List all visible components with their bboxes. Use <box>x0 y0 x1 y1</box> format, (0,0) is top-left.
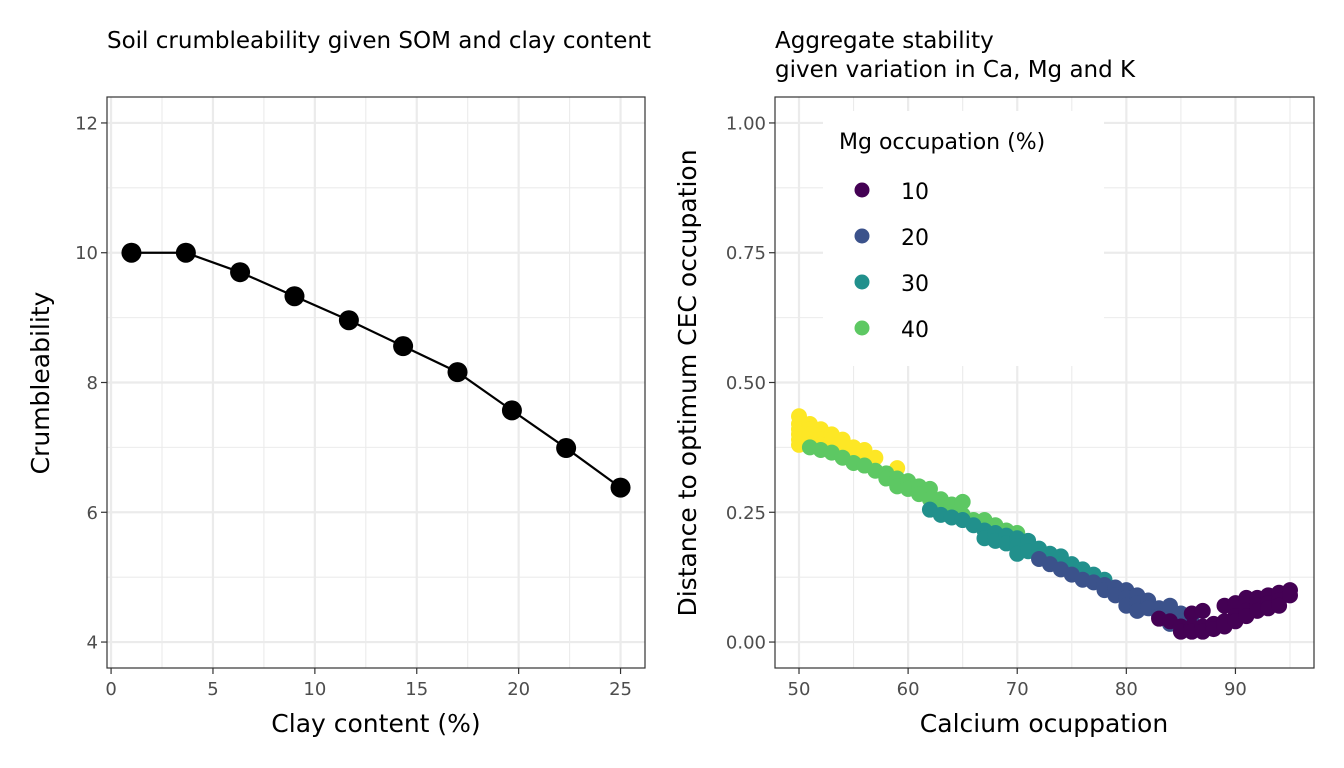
right-title-line-1: Aggregate stability <box>775 28 994 54</box>
x-tick-label: 0 <box>105 679 116 700</box>
crumbleability-point <box>556 438 577 459</box>
x-tick-label: 90 <box>1224 679 1247 700</box>
y-tick-label: 10 <box>75 243 98 264</box>
legend-label: 10 <box>901 180 929 205</box>
right-y-axis: 0.00 0.25 0.50 0.75 1.00 <box>726 113 775 654</box>
scatter-point-mg-10 <box>1281 587 1298 604</box>
x-tick-label: 80 <box>1115 679 1138 700</box>
crumbleability-point <box>284 286 305 307</box>
x-tick-label: 5 <box>207 679 218 700</box>
right-panel: Aggregate stability given variation in C… <box>673 28 1315 738</box>
x-tick-label: 70 <box>1006 679 1029 700</box>
legend-entry-10: 10 <box>854 180 929 205</box>
legend-background <box>823 111 1104 366</box>
left-x-axis-title: Clay content (%) <box>271 709 480 738</box>
crumbleability-point <box>121 242 142 263</box>
x-tick-label: 25 <box>609 679 632 700</box>
legend-label: 20 <box>901 226 929 251</box>
x-tick-label: 20 <box>507 679 530 700</box>
legend-title: Mg occupation (%) <box>839 130 1045 155</box>
crumbleability-point <box>393 336 414 357</box>
legend-entry-20: 20 <box>854 226 929 251</box>
legend-key-dot <box>854 320 870 336</box>
legend-entry-30: 30 <box>854 272 929 297</box>
right-series-points <box>791 408 1298 640</box>
x-tick-label: 50 <box>788 679 811 700</box>
legend-label: 40 <box>901 318 929 343</box>
y-tick-label: 0.00 <box>726 633 766 654</box>
crumbleability-point <box>501 400 522 421</box>
left-series-line <box>131 251 622 489</box>
right-x-axis: 50 60 70 80 90 <box>788 668 1247 700</box>
y-tick-label: 8 <box>87 373 98 394</box>
x-tick-label: 60 <box>897 679 920 700</box>
crumbleability-point <box>610 477 631 498</box>
legend-entries: 10 20 30 40 <box>854 180 929 343</box>
left-x-axis: 0 5 10 15 20 25 <box>105 668 632 700</box>
left-gridlines <box>107 97 645 668</box>
legend-key-dot <box>854 182 870 198</box>
left-panel: Soil crumbleability given SOM and clay c… <box>26 28 651 738</box>
crumbleability-point <box>447 362 468 383</box>
legend-key-dot <box>854 274 870 290</box>
crumbleability-point <box>338 310 359 331</box>
right-x-axis-title: Calcium ocuppation <box>920 709 1168 738</box>
left-y-axis-title: Crumbleability <box>26 291 55 474</box>
legend-label: 30 <box>901 272 929 297</box>
left-series-points <box>121 242 631 498</box>
left-title: Soil crumbleability given SOM and clay c… <box>107 28 651 54</box>
legend-key-dot <box>854 228 870 244</box>
scatter-point-mg-10 <box>1271 597 1288 614</box>
crumbleability-point <box>230 262 251 283</box>
left-y-axis: 4 6 8 10 12 <box>75 113 107 654</box>
y-tick-label: 0.75 <box>726 243 766 264</box>
right-title-line-2: given variation in Ca, Mg and K <box>775 57 1136 83</box>
legend: Mg occupation (%) 10 20 30 40 <box>823 111 1104 366</box>
crumbleability-line <box>131 251 622 489</box>
y-tick-label: 1.00 <box>726 113 766 134</box>
right-y-axis-title: Distance to optimum CEC occupation <box>673 149 702 616</box>
legend-entry-40: 40 <box>854 318 929 343</box>
y-tick-label: 12 <box>75 113 98 134</box>
y-tick-label: 0.25 <box>726 503 766 524</box>
crumbleability-point <box>175 242 196 263</box>
scatter-point-mg-10 <box>1194 602 1211 619</box>
y-tick-label: 6 <box>87 503 98 524</box>
scatter-point-mg-40 <box>954 493 971 510</box>
y-tick-label: 0.50 <box>726 373 766 394</box>
x-tick-label: 10 <box>303 679 326 700</box>
x-tick-label: 15 <box>405 679 428 700</box>
y-tick-label: 4 <box>87 633 98 654</box>
